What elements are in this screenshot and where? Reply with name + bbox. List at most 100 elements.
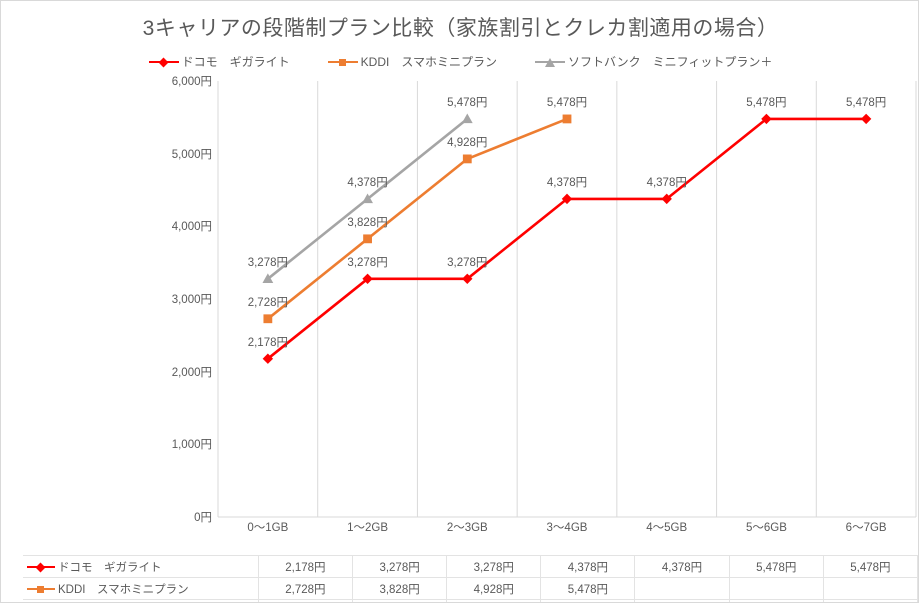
legend-label-softbank: ソフトバンク ミニフィットプラン＋ — [567, 55, 773, 69]
table-row-header: KDDI スマホミニプラン — [23, 577, 259, 600]
legend-item-docomo[interactable]: ドコモ ギガライト — [148, 53, 290, 70]
legend-swatch-kddi — [327, 56, 358, 68]
table-cell: 4,378円 — [634, 555, 730, 578]
table-cell — [822, 599, 918, 602]
square-marker-icon — [37, 585, 44, 593]
table-series-label: KDDI スマホミニプラン — [58, 583, 189, 596]
x-axis-tick-label: 3〜4GB — [546, 522, 588, 534]
series-line-0 — [266, 117, 868, 361]
table-cell: 4,928円 — [446, 577, 542, 600]
table-cell: 5,478円 — [822, 555, 918, 578]
table-cell: 3,828円 — [351, 577, 448, 600]
table-cell: 4,378円 — [351, 599, 448, 602]
data-point-marker — [561, 193, 573, 205]
data-point-marker — [362, 193, 373, 204]
data-point-label: 3,278円 — [347, 256, 388, 269]
table-series-swatch — [27, 561, 55, 573]
table-column-header — [541, 534, 635, 556]
table-cell: 3,278円 — [446, 555, 542, 578]
data-point-label: 3,278円 — [247, 256, 288, 269]
y-axis-tick-label: 3,000円 — [171, 294, 212, 306]
data-point-marker — [262, 273, 274, 284]
table-series-swatch — [27, 583, 55, 595]
table-row-header: ドコモ ギガライト — [23, 555, 259, 578]
y-axis-tick-label: 5,000円 — [171, 148, 212, 161]
data-point-label: 4,378円 — [347, 176, 388, 189]
table-cell — [634, 599, 730, 602]
data-point-marker — [661, 193, 672, 205]
y-axis-tick-label: 0円 — [194, 512, 212, 524]
table-cell: 4,378円 — [540, 555, 636, 578]
x-axis-tick-label: 1〜2GB — [347, 522, 389, 534]
chart-legend: ドコモ ギガライト KDDI スマホミニプラン ソフトバンク ミニフィットプラン… — [1, 53, 918, 70]
y-axis-tick-label: 2,000円 — [171, 366, 212, 379]
data-point-label: 5,478円 — [746, 96, 787, 109]
data-point-label: 4,378円 — [546, 176, 588, 189]
series-line-1 — [266, 117, 569, 321]
data-point-label: 5,478円 — [846, 96, 887, 109]
data-point-label: 5,478円 — [546, 96, 588, 109]
data-point-marker — [262, 353, 274, 364]
table-row-header: ソフトバンク ミニフィットプラン＋ — [23, 599, 259, 602]
data-point-label: 4,928円 — [447, 136, 488, 149]
table-cell — [822, 577, 918, 600]
triangle-marker-icon — [544, 57, 555, 67]
legend-item-softbank[interactable]: ソフトバンク ミニフィットプラン＋ — [534, 53, 773, 70]
table-column-header — [447, 534, 541, 556]
data-point-marker — [363, 234, 372, 244]
row-header-content: KDDI スマホミニプラン — [27, 581, 254, 597]
table-cell — [634, 577, 730, 600]
x-axis-tick-label: 4〜5GB — [646, 522, 688, 534]
data-point-marker — [263, 314, 273, 324]
table-column-header — [353, 534, 447, 556]
table-cell: 2,178円 — [257, 555, 354, 578]
table-column-header — [635, 534, 729, 556]
table-cell: 5,478円 — [728, 555, 824, 578]
table-series-label: ドコモ ギガライト — [58, 561, 162, 574]
x-axis-tick-label: 5〜6GB — [745, 522, 787, 534]
y-axis-tick-label: 4,000円 — [171, 221, 212, 234]
legend-swatch-softbank — [534, 56, 565, 68]
table-cell — [728, 577, 824, 600]
table-cell: 3,278円 — [257, 599, 354, 602]
x-axis-tick-label: 2〜3GB — [446, 522, 488, 534]
table-cell: 2,728円 — [257, 577, 354, 600]
diamond-marker-icon — [35, 562, 46, 572]
y-axis-tick-label: 1,000円 — [171, 439, 212, 452]
table-cell: 5,478円 — [446, 599, 542, 602]
data-point-marker — [761, 113, 772, 125]
x-axis-tick-label: 0〜1GB — [247, 522, 289, 534]
y-axis-tick-label: 6,000円 — [171, 76, 212, 88]
data-table-body: ドコモ ギガライト 2,178円 3,278円 3,278円 4,378円 4,378円 5… — [23, 534, 918, 602]
square-marker-icon — [338, 58, 346, 66]
table-row: KDDI スマホミニプラン 2,728円 3,828円 4,928円 5,478円 — [23, 577, 918, 600]
table-cell — [728, 599, 824, 602]
data-point-marker — [461, 113, 473, 124]
data-point-marker — [362, 273, 373, 284]
table-header-row — [23, 534, 918, 556]
data-point-label: 2,728円 — [247, 296, 288, 309]
table-cell: 3,278円 — [351, 555, 448, 578]
x-axis-tick-label: 6〜7GB — [845, 522, 887, 534]
legend-label-docomo: ドコモ ギガライト — [181, 55, 290, 69]
data-point-label: 5,478円 — [447, 96, 488, 109]
row-header-content: ドコモ ギガライト — [27, 559, 254, 575]
data-point-label: 3,278円 — [447, 256, 488, 269]
table-row: ドコモ ギガライト 2,178円 3,278円 3,278円 4,378円 4,378円 5… — [23, 555, 918, 578]
data-point-marker — [860, 113, 872, 125]
data-point-label: 2,178円 — [247, 336, 288, 349]
table-corner-cell — [23, 534, 258, 556]
chart-title: 3キャリアの段階制プラン比較（家族割引とクレカ割適用の場合） — [142, 17, 779, 40]
table-cell: 5,478円 — [540, 577, 636, 600]
data-point-marker — [462, 154, 472, 164]
data-table: ドコモ ギガライト 2,178円 3,278円 3,278円 4,378円 4,378円 5… — [23, 534, 918, 602]
legend-swatch-docomo — [148, 56, 179, 68]
data-point-marker — [562, 114, 572, 124]
data-point-label: 3,828円 — [347, 216, 388, 229]
table-column-header — [729, 534, 823, 556]
legend-item-kddi[interactable]: KDDI スマホミニプラン — [327, 53, 497, 70]
table-cell — [540, 599, 636, 602]
